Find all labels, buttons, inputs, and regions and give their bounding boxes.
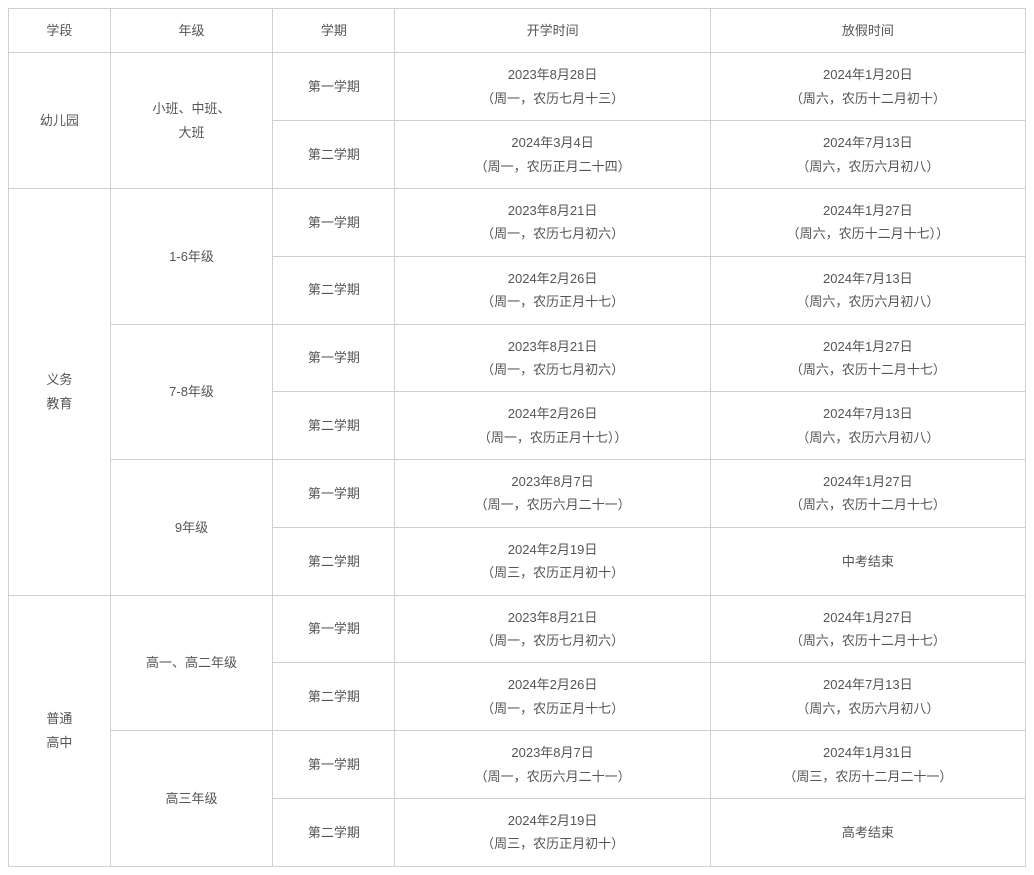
start-cell: 2024年3月4日（周一，农历正月二十四） [395,121,710,189]
term-cell: 第二学期 [273,256,395,324]
grade-cell: 高一、高二年级 [110,595,273,731]
start-cell: 2024年2月26日（周一，农历正月十七） [395,256,710,324]
calendar-table: 学段 年级 学期 开学时间 放假时间 幼儿园小班、中班、大班第一学期2023年8… [8,8,1026,867]
end-cell: 2024年1月27日（周六，农历十二月十七） [710,595,1025,663]
term-cell: 第二学期 [273,798,395,866]
grade-cell: 小班、中班、大班 [110,53,273,189]
start-cell: 2024年2月19日（周三，农历正月初十） [395,527,710,595]
col-header-term: 学期 [273,9,395,53]
table-row: 7-8年级第一学期2023年8月21日（周一，农历七月初六）2024年1月27日… [9,324,1026,392]
end-cell: 高考结束 [710,798,1025,866]
table-row: 9年级第一学期2023年8月7日（周一，农历六月二十一）2024年1月27日（周… [9,460,1026,528]
grade-cell: 高三年级 [110,731,273,867]
term-cell: 第一学期 [273,595,395,663]
term-cell: 第一学期 [273,460,395,528]
end-cell: 2024年1月27日（周六，农历十二月十七） [710,324,1025,392]
term-cell: 第二学期 [273,527,395,595]
grade-cell: 7-8年级 [110,324,273,460]
term-cell: 第二学期 [273,121,395,189]
col-header-stage: 学段 [9,9,111,53]
start-cell: 2023年8月21日（周一，农历七月初六） [395,324,710,392]
start-cell: 2024年2月26日（周一，农历正月十七）） [395,392,710,460]
start-cell: 2023年8月7日（周一，农历六月二十一） [395,460,710,528]
col-header-start: 开学时间 [395,9,710,53]
grade-cell: 9年级 [110,460,273,596]
stage-cell: 普通高中 [9,595,111,866]
start-cell: 2024年2月19日（周三，农历正月初十） [395,798,710,866]
term-cell: 第二学期 [273,663,395,731]
term-cell: 第二学期 [273,392,395,460]
end-cell: 中考结束 [710,527,1025,595]
start-cell: 2024年2月26日（周一，农历正月十七） [395,663,710,731]
start-cell: 2023年8月28日（周一，农历七月十三） [395,53,710,121]
grade-cell: 1-6年级 [110,188,273,324]
table-row: 义务教育1-6年级第一学期2023年8月21日（周一，农历七月初六）2024年1… [9,188,1026,256]
term-cell: 第一学期 [273,53,395,121]
end-cell: 2024年7月13日（周六，农历六月初八） [710,256,1025,324]
end-cell: 2024年1月20日（周六，农历十二月初十） [710,53,1025,121]
end-cell: 2024年7月13日（周六，农历六月初八） [710,392,1025,460]
term-cell: 第一学期 [273,188,395,256]
header-row: 学段 年级 学期 开学时间 放假时间 [9,9,1026,53]
table-row: 普通高中高一、高二年级第一学期2023年8月21日（周一，农历七月初六）2024… [9,595,1026,663]
end-cell: 2024年1月31日（周三，农历十二月二十一） [710,731,1025,799]
table-row: 幼儿园小班、中班、大班第一学期2023年8月28日（周一，农历七月十三）2024… [9,53,1026,121]
term-cell: 第一学期 [273,731,395,799]
start-cell: 2023年8月7日（周一，农历六月二十一） [395,731,710,799]
end-cell: 2024年7月13日（周六，农历六月初八） [710,663,1025,731]
end-cell: 2024年1月27日（周六，农历十二月十七）） [710,188,1025,256]
col-header-grade: 年级 [110,9,273,53]
term-cell: 第一学期 [273,324,395,392]
start-cell: 2023年8月21日（周一，农历七月初六） [395,188,710,256]
col-header-end: 放假时间 [710,9,1025,53]
end-cell: 2024年7月13日（周六，农历六月初八） [710,121,1025,189]
end-cell: 2024年1月27日（周六，农历十二月十七） [710,460,1025,528]
table-row: 高三年级第一学期2023年8月7日（周一，农历六月二十一）2024年1月31日（… [9,731,1026,799]
start-cell: 2023年8月21日（周一，农历七月初六） [395,595,710,663]
stage-cell: 义务教育 [9,188,111,595]
stage-cell: 幼儿园 [9,53,111,189]
